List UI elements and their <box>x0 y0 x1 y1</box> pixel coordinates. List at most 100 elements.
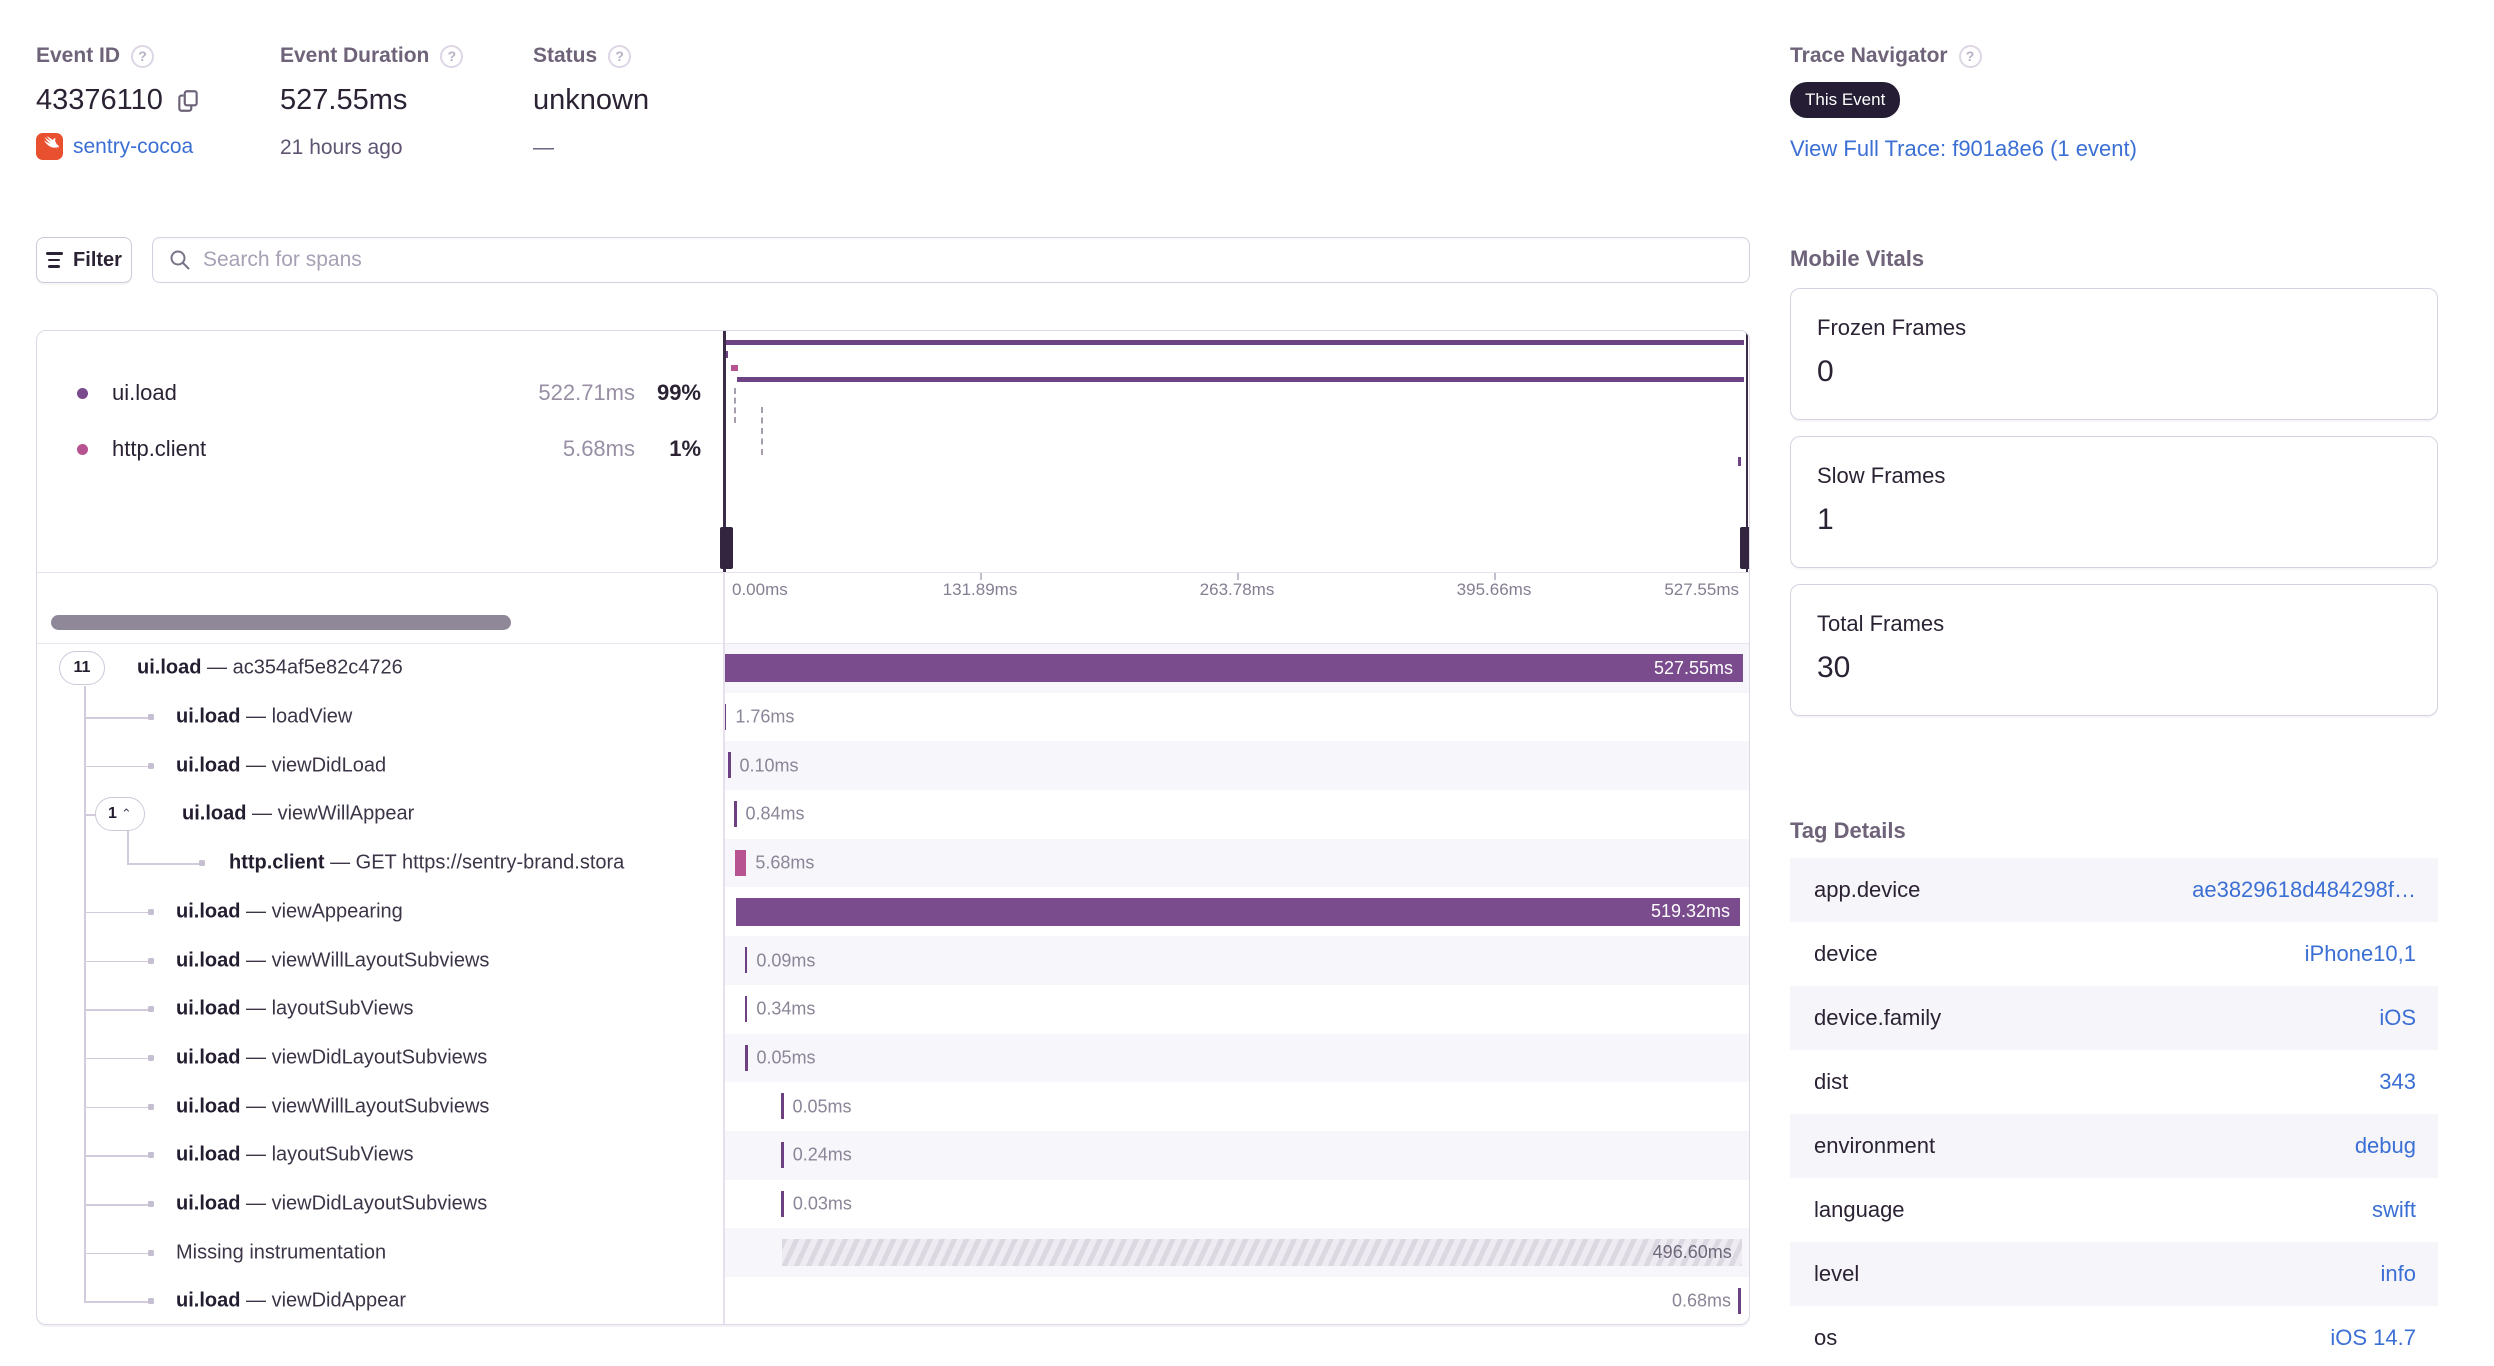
span-waterfall-cell: 0.05ms <box>723 1082 1749 1131</box>
span-duration-tick[interactable] <box>745 1044 748 1071</box>
span-row[interactable]: ui.load — viewDidAppear 0.68ms <box>37 1277 1749 1324</box>
tag-value-link[interactable]: debug <box>2354 1133 2416 1158</box>
search-icon <box>170 250 190 270</box>
span-duration-tick[interactable] <box>723 703 727 730</box>
span-row[interactable]: ui.load — viewWillLayoutSubviews 0.09ms <box>37 936 1749 985</box>
tag-value-link[interactable]: swift <box>2372 1197 2416 1222</box>
tag-value-link[interactable]: ae3829618d484298f… <box>2192 877 2416 902</box>
span-label: ui.load — viewDidAppear <box>176 1289 407 1312</box>
minimap-left-grip[interactable] <box>720 527 733 569</box>
span-duration-tick[interactable] <box>781 1142 784 1168</box>
span-label: ui.load — viewWillLayoutSubviews <box>176 949 490 972</box>
vital-label: Frozen Frames <box>1817 315 1967 340</box>
span-label: ui.load — ac354af5e82c4726 <box>137 656 403 679</box>
span-duration-label: 0.68ms <box>1671 1290 1731 1311</box>
minimap-right-grip[interactable] <box>1740 527 1749 569</box>
tree-node-dot <box>199 860 205 867</box>
tree-node-dot <box>148 1249 154 1256</box>
minimap-section: ui.load 522.71ms 99% http.client 5.68ms 1% <box>37 331 1749 572</box>
tag-key: app.device <box>1814 877 1921 902</box>
span-search <box>152 237 1750 283</box>
span-label: http.client — GET https://sentry-brand.s… <box>229 851 625 874</box>
span-duration-tick[interactable] <box>735 849 747 876</box>
minimap-http-span <box>731 365 738 371</box>
axis-tick-label: 527.55ms <box>1664 580 1739 599</box>
span-duration-tick[interactable] <box>744 947 748 974</box>
minimap-right-handle[interactable] <box>1745 331 1748 572</box>
span-tree-cell: Missing instrumentation <box>37 1228 723 1277</box>
tree-node-dot <box>148 1054 154 1061</box>
span-waterfall-cell: 5.68ms <box>723 838 1749 888</box>
op-percent: 99% <box>656 380 701 405</box>
project-link[interactable]: sentry-cocoa <box>73 134 194 158</box>
span-duration-tick[interactable] <box>744 995 748 1022</box>
tree-connector <box>84 960 150 963</box>
search-input[interactable] <box>203 248 1733 272</box>
op-duration: 5.68ms <box>562 436 635 461</box>
span-duration-tick[interactable] <box>781 1190 784 1217</box>
tag-value-link[interactable]: 343 <box>2379 1069 2416 1094</box>
span-row[interactable]: ui.load — layoutSubViews 0.24ms <box>37 1131 1749 1180</box>
span-duration-tick[interactable] <box>1738 1288 1741 1315</box>
span-row[interactable]: ui.load — layoutSubViews 0.34ms <box>37 985 1749 1034</box>
axis-tick-mark <box>1494 573 1496 580</box>
span-children-count-pill[interactable]: 1 ⌃ <box>95 797 145 832</box>
span-duration-bar[interactable]: 527.55ms <box>723 654 1743 682</box>
span-row[interactable]: http.client — GET https://sentry-brand.s… <box>37 838 1749 888</box>
span-rows: 11 ui.load — ac354af5e82c4726 527.55ms ui.l… <box>37 644 1749 1324</box>
copy-icon[interactable] <box>175 88 201 114</box>
view-full-trace-link[interactable]: View Full Trace: f901a8e6 (1 event) <box>1790 136 2137 161</box>
tree-waterfall-divider[interactable] <box>723 572 725 1324</box>
help-icon[interactable]: ? <box>131 44 155 68</box>
tag-value-link[interactable]: info <box>2380 1261 2416 1286</box>
span-duration-tick[interactable] <box>728 752 731 779</box>
span-row[interactable]: 11 ui.load — ac354af5e82c4726 527.55ms <box>37 644 1749 693</box>
legend-item[interactable]: http.client 5.68ms 1% <box>37 421 723 477</box>
tag-value-link[interactable]: iPhone10,1 <box>2304 941 2416 966</box>
tree-connector <box>84 1009 150 1011</box>
horizontal-scrollbar[interactable] <box>51 615 511 630</box>
tree-connector <box>84 1155 150 1157</box>
span-row[interactable]: ui.load — viewAppearing 519.32ms <box>37 888 1749 937</box>
event-duration-section: Event Duration ? 527.55ms 21 hours ago <box>280 44 464 160</box>
span-tree-cell: 1 ⌃ ui.load — viewWillAppear <box>37 790 723 839</box>
span-duration-label: 0.03ms <box>792 1193 852 1214</box>
vital-value: 0 <box>1817 355 1834 388</box>
legend-item[interactable]: ui.load 522.71ms 99% <box>37 365 723 421</box>
help-icon[interactable]: ? <box>1958 44 1982 68</box>
filter-button[interactable]: Filter <box>36 237 132 283</box>
tag-value-link[interactable]: iOS <box>2379 1005 2416 1030</box>
tag-details-title: Tag Details <box>1790 818 1906 843</box>
span-row[interactable]: Missing instrumentation 496.60ms <box>37 1228 1749 1278</box>
span-duration-bar[interactable]: 519.32ms <box>735 897 1741 926</box>
time-axis: 0.00ms 131.89ms 263.78ms 395.66ms 527.55ms <box>37 572 1749 602</box>
vital-value: 30 <box>1817 651 1851 684</box>
span-duration-tick[interactable] <box>781 1093 784 1120</box>
tag-value-link[interactable]: iOS 14.7 <box>2330 1325 2416 1350</box>
timeline-minimap[interactable] <box>720 331 1749 572</box>
span-waterfall-cell: 0.10ms <box>723 741 1749 791</box>
span-row[interactable]: ui.load — loadView 1.76ms <box>37 693 1749 742</box>
span-waterfall-cell: 0.84ms <box>723 790 1749 839</box>
span-row[interactable]: ui.load — viewDidLoad 0.10ms <box>37 741 1749 791</box>
span-children-count-pill[interactable]: 11 <box>59 651 105 686</box>
tag-row-os: os iOS 14.7 <box>1790 1306 2438 1366</box>
span-duration-tick[interactable] <box>734 801 737 828</box>
help-icon[interactable]: ? <box>608 44 632 68</box>
tag-key: dist <box>1814 1069 1849 1094</box>
tree-trunk-line <box>84 686 86 1302</box>
span-waterfall-cell: 519.32ms <box>723 888 1749 937</box>
minimap-left-handle[interactable] <box>723 331 726 572</box>
span-duration-label: 527.55ms <box>1653 657 1733 678</box>
tree-scrollbar-track <box>37 602 1749 644</box>
help-icon[interactable]: ? <box>440 44 464 68</box>
axis-tick-label: 263.78ms <box>1199 580 1275 599</box>
span-row[interactable]: ui.load — viewDidLayoutSubviews 0.03ms <box>37 1180 1749 1229</box>
span-tree-cell: ui.load — viewAppearing <box>37 888 723 937</box>
missing-instrumentation-bar[interactable]: 496.60ms <box>781 1239 1742 1267</box>
tree-connector <box>84 814 96 816</box>
tree-connector <box>84 1106 150 1109</box>
span-row[interactable]: ui.load — viewWillLayoutSubviews 0.05ms <box>37 1082 1749 1131</box>
span-row[interactable]: ui.load — viewDidLayoutSubviews 0.05ms <box>37 1033 1749 1083</box>
span-row[interactable]: 1 ⌃ ui.load — viewWillAppear 0.84ms <box>37 790 1749 839</box>
